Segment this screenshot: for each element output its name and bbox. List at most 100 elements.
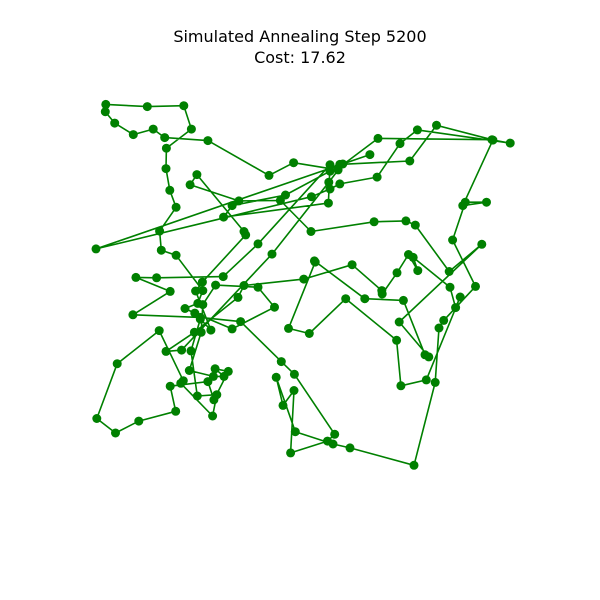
city-point: [373, 133, 383, 143]
city-point: [434, 323, 444, 333]
city-point: [189, 327, 199, 337]
city-point: [209, 395, 219, 405]
city-point: [180, 304, 190, 313]
city-point: [203, 136, 213, 146]
city-point: [323, 198, 333, 208]
city-point: [372, 172, 382, 182]
city-point: [289, 158, 299, 168]
city-point: [239, 281, 249, 290]
city-point: [186, 346, 196, 356]
city-point: [264, 170, 274, 180]
city-point: [154, 326, 164, 336]
city-point: [458, 201, 468, 211]
city-point: [179, 101, 189, 111]
city-point: [505, 138, 515, 148]
city-point: [92, 414, 102, 423]
city-point: [338, 159, 348, 169]
city-point: [477, 239, 487, 249]
city-point: [276, 357, 286, 367]
city-point: [161, 143, 171, 153]
city-point: [412, 125, 422, 135]
city-point: [190, 308, 200, 318]
city-point: [413, 266, 423, 276]
city-point: [236, 317, 246, 327]
city-point: [191, 286, 201, 296]
city-point: [148, 124, 158, 134]
city-point: [155, 226, 165, 236]
city-point: [398, 295, 408, 305]
city-point: [360, 294, 370, 304]
city-point: [208, 371, 218, 381]
city-point: [271, 372, 281, 382]
city-point: [218, 272, 228, 282]
city-point: [306, 227, 316, 236]
city-point: [424, 352, 434, 362]
city-point: [161, 346, 171, 356]
city-point: [444, 267, 454, 276]
city-point: [289, 369, 299, 379]
city-point: [395, 139, 405, 149]
city-point: [369, 217, 379, 227]
city-point: [325, 184, 335, 194]
city-point: [142, 102, 152, 112]
city-point: [347, 260, 357, 270]
city-point: [448, 235, 458, 245]
city-point: [219, 212, 229, 222]
city-point: [112, 359, 122, 369]
city-point: [482, 197, 491, 207]
city-point: [234, 196, 244, 206]
city-point: [309, 256, 319, 266]
city-point: [233, 292, 243, 302]
city-point: [192, 170, 202, 180]
city-point: [284, 323, 293, 333]
city-point: [128, 310, 138, 320]
city-point: [345, 443, 355, 453]
city-point: [439, 315, 449, 325]
city-point: [177, 345, 187, 355]
city-point: [198, 286, 208, 296]
city-point: [210, 364, 220, 374]
city-point: [365, 150, 375, 160]
city-point: [253, 282, 263, 292]
city-point: [171, 406, 181, 416]
city-point: [304, 329, 314, 338]
city-point: [377, 289, 387, 299]
city-point: [267, 249, 277, 259]
city-point: [325, 166, 335, 176]
city-point: [227, 201, 237, 211]
city-point: [197, 277, 207, 287]
city-point: [299, 274, 309, 284]
city-point: [306, 192, 316, 202]
city-point: [394, 317, 404, 327]
city-point: [227, 324, 237, 334]
city-point: [171, 250, 181, 260]
city-point: [160, 133, 170, 143]
city-point: [328, 439, 338, 449]
city-point: [341, 294, 351, 304]
city-point: [206, 325, 216, 335]
city-point: [451, 303, 461, 313]
city-point: [195, 314, 205, 324]
city-point: [186, 124, 196, 134]
city-point: [396, 381, 406, 391]
city-point: [184, 366, 194, 375]
city-point: [445, 282, 455, 292]
city-point: [165, 381, 175, 391]
city-point: [100, 107, 110, 117]
city-point: [410, 220, 420, 230]
city-point: [156, 245, 166, 255]
city-point: [91, 244, 101, 254]
city-point: [401, 216, 411, 226]
city-point: [193, 298, 203, 308]
city-point: [335, 179, 345, 189]
city-point: [330, 429, 340, 439]
city-point: [278, 400, 288, 410]
city-point: [196, 327, 206, 337]
city-point: [430, 377, 440, 387]
city-point: [289, 386, 299, 395]
city-point: [455, 292, 465, 302]
city-point: [219, 371, 229, 381]
city-point: [409, 460, 419, 470]
